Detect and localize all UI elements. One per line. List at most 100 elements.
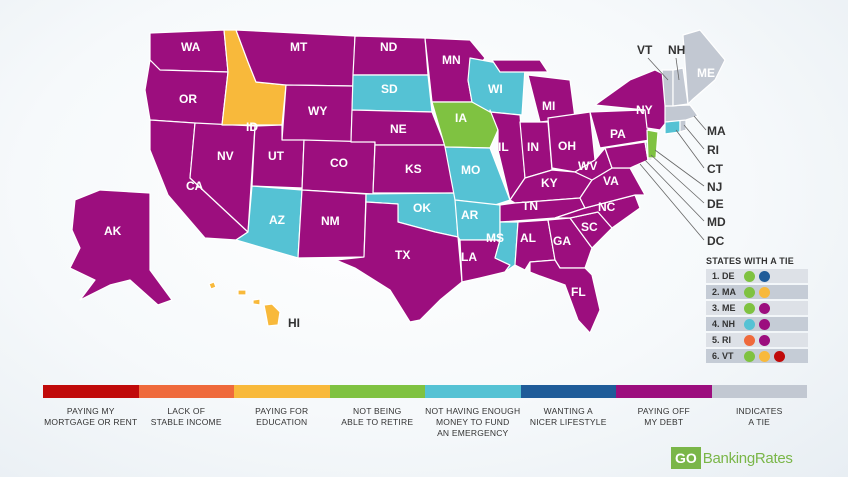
tie-row: 4. NH bbox=[706, 317, 808, 331]
legend-label-line: NOT BEING bbox=[353, 406, 402, 416]
state-az[interactable] bbox=[235, 185, 303, 259]
state-ak[interactable] bbox=[69, 189, 173, 306]
label-ia: IA bbox=[455, 111, 467, 125]
callout-ma: MA bbox=[707, 124, 726, 138]
callout-md: MD bbox=[707, 215, 726, 229]
tie-row-label: 4. NH bbox=[712, 319, 736, 329]
label-ga: GA bbox=[553, 234, 571, 248]
logo-go: GO bbox=[671, 447, 701, 469]
label-nd: ND bbox=[380, 40, 398, 54]
state-tx[interactable] bbox=[335, 201, 463, 323]
label-ar: AR bbox=[461, 208, 479, 222]
label-mo: MO bbox=[461, 163, 480, 177]
label-nv: NV bbox=[217, 149, 234, 163]
legend-label: PAYING FOR EDUCATION bbox=[234, 406, 330, 439]
label-wv: WV bbox=[578, 159, 597, 173]
label-ms: MS bbox=[486, 231, 504, 245]
label-wy: WY bbox=[308, 104, 327, 118]
legend-label: NOT HAVING ENOUGH MONEY TO FUND AN EMERGEN… bbox=[425, 406, 521, 439]
legend-labels: PAYING MY MORTGAGE OR RENT LACK OF STABLE I… bbox=[43, 406, 807, 439]
tie-color-dot bbox=[744, 286, 755, 298]
label-wi: WI bbox=[488, 82, 503, 96]
legend-swatch bbox=[616, 385, 712, 398]
legend-label-line: LACK OF bbox=[167, 406, 206, 416]
state-md[interactable] bbox=[604, 141, 649, 169]
label-va: VA bbox=[603, 174, 619, 188]
legend-label-line: MORTGAGE OR RENT bbox=[44, 417, 138, 427]
state-hi[interactable] bbox=[208, 281, 281, 327]
legend-swatch bbox=[43, 385, 139, 398]
legend-label-line: WANTING A bbox=[543, 406, 593, 416]
state-nj[interactable] bbox=[646, 129, 659, 159]
legend-label: PAYING MY MORTGAGE OR RENT bbox=[43, 406, 139, 439]
legend-label-line: AN EMERGENCY bbox=[437, 428, 509, 438]
tie-color-dot bbox=[744, 270, 755, 282]
label-ca: CA bbox=[186, 179, 204, 193]
state-ma[interactable] bbox=[664, 104, 699, 123]
logo-wordmark: BankingRates bbox=[702, 449, 793, 467]
legend-swatch bbox=[234, 385, 330, 398]
state-mi-up[interactable] bbox=[491, 59, 549, 73]
label-wa: WA bbox=[181, 40, 201, 54]
label-co: CO bbox=[330, 156, 348, 170]
state-mt[interactable] bbox=[235, 29, 356, 87]
gobankingrates-logo: GO BankingRates bbox=[671, 447, 793, 469]
label-ks: KS bbox=[405, 162, 422, 176]
ties-panel: STATES WITH A TIE 1. DE 2. MA 3. ME 4. NH 5.… bbox=[706, 256, 808, 365]
state-fl[interactable] bbox=[529, 259, 601, 334]
legend-label: INDICATES A TIE bbox=[712, 406, 808, 439]
label-me: ME bbox=[697, 66, 715, 80]
legend-swatch bbox=[329, 385, 425, 398]
tie-row: 1. DE bbox=[706, 269, 808, 283]
tie-color-dot bbox=[759, 334, 770, 346]
legend-label-line: MONEY TO FUND bbox=[436, 417, 510, 427]
ties-rows: 1. DE 2. MA 3. ME 4. NH 5. RI 6. VT bbox=[706, 269, 808, 363]
legend-label-line: PAYING OFF bbox=[637, 406, 690, 416]
legend-swatch bbox=[425, 385, 521, 398]
callout-nh: NH bbox=[668, 43, 685, 57]
tie-row: 6. VT bbox=[706, 349, 808, 363]
label-mt: MT bbox=[290, 40, 308, 54]
label-il: IL bbox=[498, 140, 509, 154]
label-nm: NM bbox=[321, 214, 340, 228]
state-me[interactable] bbox=[682, 29, 726, 105]
label-al: AL bbox=[520, 231, 536, 245]
tie-color-dot bbox=[744, 350, 755, 362]
callout-vt: VT bbox=[637, 43, 653, 57]
label-tx: TX bbox=[395, 248, 410, 262]
label-pa: PA bbox=[610, 127, 626, 141]
label-sd: SD bbox=[381, 82, 398, 96]
label-oh: OH bbox=[558, 139, 576, 153]
label-hi: HI bbox=[288, 316, 300, 330]
tie-color-dot bbox=[759, 270, 770, 282]
tie-color-dot bbox=[759, 318, 770, 330]
legend-label-line: A TIE bbox=[748, 417, 771, 427]
label-la: LA bbox=[461, 250, 477, 264]
label-ut: UT bbox=[268, 149, 285, 163]
label-nc: NC bbox=[598, 200, 616, 214]
tie-row-label: 5. RI bbox=[712, 335, 732, 345]
legend-label-line: EDUCATION bbox=[256, 417, 308, 427]
legend-label-line: PAYING MY bbox=[66, 406, 115, 416]
label-ok: OK bbox=[413, 201, 431, 215]
tie-color-dot bbox=[774, 350, 785, 362]
tie-row-label: 3. ME bbox=[712, 303, 736, 313]
label-mi: MI bbox=[542, 99, 555, 113]
label-id: ID bbox=[246, 120, 258, 134]
legend-label-line: STABLE INCOME bbox=[150, 417, 222, 427]
callout-nj: NJ bbox=[707, 180, 722, 194]
callout-ct: CT bbox=[707, 162, 724, 176]
legend-bar bbox=[43, 385, 807, 398]
legend-label-line: NICER LIFESTYLE bbox=[529, 417, 607, 427]
tie-row: 2. MA bbox=[706, 285, 808, 299]
state-mo[interactable] bbox=[444, 146, 511, 206]
tie-color-dot bbox=[744, 334, 755, 346]
tie-color-dot bbox=[759, 286, 770, 298]
label-in: IN bbox=[527, 140, 539, 154]
tie-row: 5. RI bbox=[706, 333, 808, 347]
tie-row-label: 6. VT bbox=[712, 351, 734, 361]
legend-swatch bbox=[520, 385, 616, 398]
legend-label-line: INDICATES bbox=[735, 406, 783, 416]
legend-label-line: MY DEBT bbox=[644, 417, 684, 427]
